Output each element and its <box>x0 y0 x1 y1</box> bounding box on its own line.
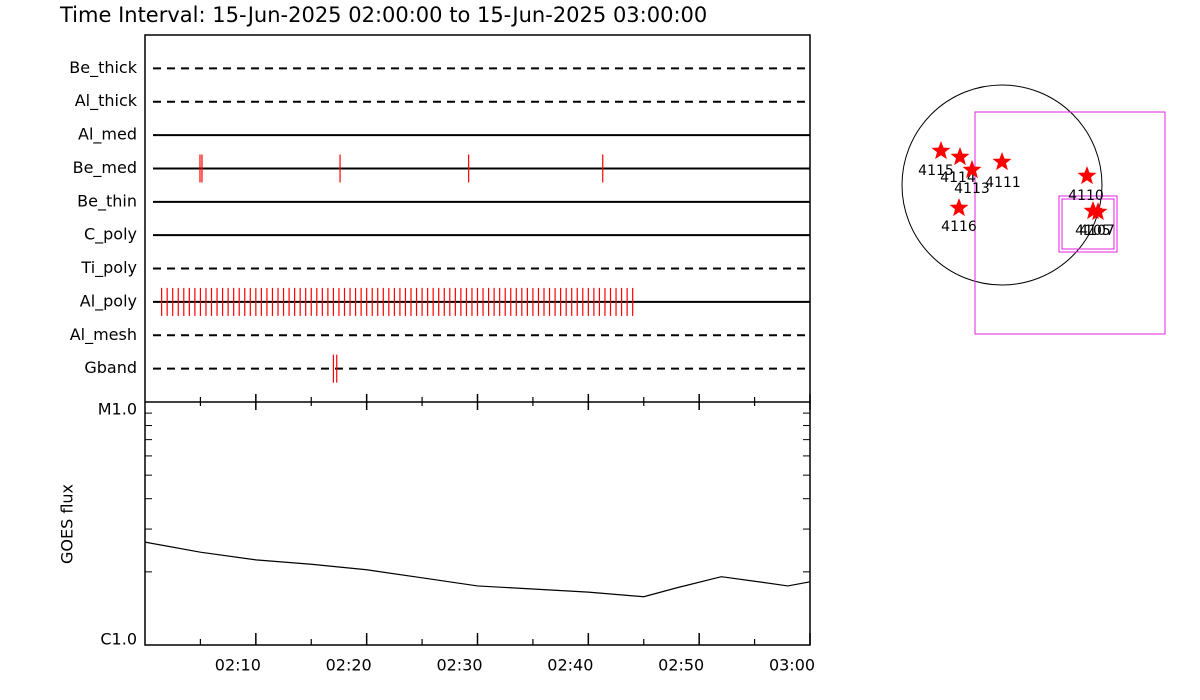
region-label: 4113 <box>954 181 990 197</box>
plot-frame <box>144 34 811 646</box>
region-label: 4111 <box>985 175 1021 191</box>
fov-box <box>974 111 1166 335</box>
region-marker <box>992 152 1012 171</box>
y-tick-label: M1.0 <box>98 400 137 419</box>
region-marker <box>962 160 982 179</box>
region-label: 4107 <box>1079 223 1115 239</box>
region-marker <box>1077 166 1097 185</box>
filter-label: Al_mesh <box>70 325 137 345</box>
filter-label: Al_poly <box>80 291 137 311</box>
region-marker <box>931 141 951 160</box>
fov-box <box>1058 195 1118 253</box>
filter-label: Gband <box>84 358 137 377</box>
region-label: 4115 <box>918 163 954 179</box>
region-marker <box>950 147 970 166</box>
region-marker <box>1088 202 1108 221</box>
region-label: 4114 <box>940 170 976 186</box>
y-tick-label: C1.0 <box>100 630 137 649</box>
solar-disk <box>901 84 1103 286</box>
chart-title: Time Interval: 15-Jun-2025 02:00:00 to 1… <box>59 3 707 27</box>
filter-label: Al_thick <box>75 91 138 111</box>
filter-label: Be_med <box>73 158 137 178</box>
filter-label: Be_thick <box>69 58 137 78</box>
goes-curve <box>144 541 811 598</box>
x-tick-label: 02:20 <box>326 656 372 675</box>
filter-label: Al_med <box>78 125 137 145</box>
x-tick-label: 03:00 <box>769 656 815 675</box>
region-label: 4105 <box>1075 223 1111 239</box>
fov-box <box>1061 198 1115 250</box>
x-tick-label: 02:10 <box>215 656 261 675</box>
x-tick-label: 02:40 <box>547 656 593 675</box>
region-marker <box>949 198 969 217</box>
filter-label: Be_thin <box>77 191 137 211</box>
filter-label: Ti_poly <box>80 258 137 278</box>
x-tick-label: 02:30 <box>436 656 482 675</box>
x-tick-label: 02:50 <box>658 656 704 675</box>
filter-label: C_poly <box>84 225 137 245</box>
region-label: 4116 <box>941 219 977 235</box>
region-label: 4110 <box>1068 188 1104 204</box>
y-axis-label: GOES flux <box>58 484 77 564</box>
